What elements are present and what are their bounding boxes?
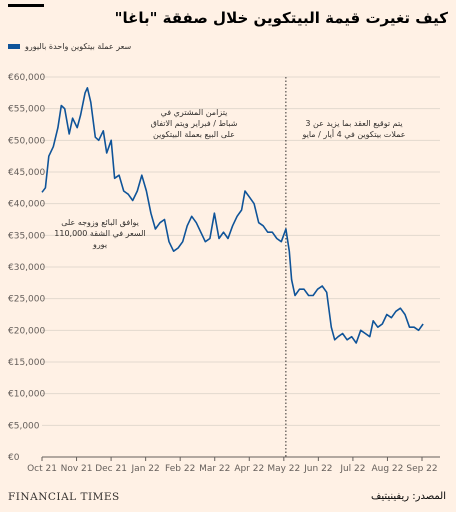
legend-label: سعر عملة بيتكوين واحدة باليورو: [25, 42, 132, 51]
x-tick-label: Aug 22: [372, 464, 404, 474]
x-tick-label: Feb 22: [165, 464, 195, 474]
x-tick-label: Dec 21: [95, 464, 127, 474]
y-tick-label: €15,000: [8, 358, 45, 368]
chart-title: كيف تغيرت قيمة البيتكوين خلال صفقة "باغا…: [114, 9, 448, 27]
y-tick-label: €25,000: [8, 295, 45, 305]
x-tick-label: Jun 22: [303, 464, 332, 474]
y-tick-label: €20,000: [8, 326, 45, 336]
x-tick-label: Jul 22: [339, 464, 365, 474]
y-tick-label: €45,000: [8, 168, 45, 178]
x-tick-label: Apr 22: [234, 464, 264, 474]
y-tick-label: €5,000: [8, 421, 40, 431]
annotation-contract-signed: يتم توقيع العقد بما يزيد عن 3 عملات بيتك…: [302, 119, 406, 139]
legend-swatch: [8, 44, 20, 49]
brand-logo: FINANCIAL TIMES: [8, 491, 120, 503]
x-tick-label: Nov 21: [61, 464, 93, 474]
y-tick-label: €40,000: [8, 200, 45, 210]
chart-legend: سعر عملة بيتكوين واحدة باليورو: [8, 42, 131, 51]
x-tick-label: Oct 21: [27, 464, 57, 474]
y-tick-label: €35,000: [8, 231, 45, 241]
brand-accent-bar: [8, 4, 44, 7]
annotation-sale-agreement: يتزامن المشتري في شباط / فبراير ويتم الا…: [150, 108, 238, 139]
series-line: [41, 87, 424, 344]
y-tick-label: €55,000: [8, 105, 45, 115]
y-tick-label: €30,000: [8, 263, 45, 273]
x-tick-label: Sep 22: [406, 464, 437, 474]
y-tick-label: €0: [8, 453, 20, 463]
annotation-price-agreed: يوافق البائع وزوجه على السعر في الشقة 11…: [54, 218, 146, 249]
x-tick-label: Mar 22: [199, 464, 230, 474]
y-tick-label: €60,000: [8, 73, 45, 83]
y-tick-label: €10,000: [8, 390, 45, 400]
x-tick-label: May 22: [267, 464, 300, 474]
source-note: المصدر: ريفينيتيف: [370, 491, 446, 502]
y-tick-label: €50,000: [8, 136, 45, 146]
x-tick-label: Jan 22: [131, 464, 160, 474]
